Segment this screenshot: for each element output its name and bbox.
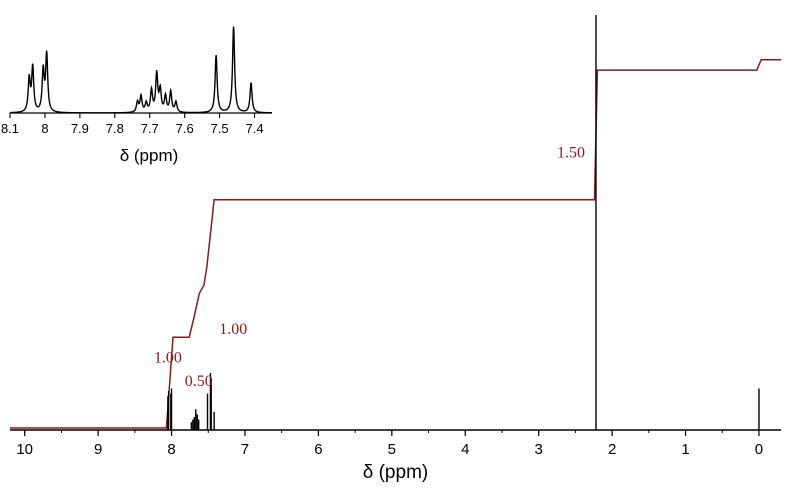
integral-value-label: 1.00 (219, 321, 247, 338)
integral-value-label: 1.00 (154, 350, 182, 367)
integral-value-label: 1.50 (557, 145, 585, 162)
main-tick-label: 5 (388, 441, 396, 458)
inset-tick-label: 7.6 (176, 121, 194, 136)
main-tick-label: 0 (755, 441, 763, 458)
main-tick-label: 1 (681, 441, 689, 458)
main-tick-label: 7 (241, 441, 249, 458)
inset-tick-label: 7.9 (71, 121, 89, 136)
inset-tick-label: 8 (41, 121, 48, 136)
integral-line (10, 58, 781, 429)
inset-spectrum (9, 26, 272, 114)
main-tick-label: 9 (94, 441, 102, 458)
integral-curve (10, 58, 781, 429)
integral-value-label: 0.50 (185, 373, 213, 390)
inset-tick-label: 7.8 (106, 121, 124, 136)
main-tick-label: 6 (314, 441, 322, 458)
inset-spectrum-trace (9, 26, 272, 114)
main-x-axis: 10 9 8 7 6 5 4 3 2 1 0 (10, 429, 781, 458)
main-tick-label: 3 (535, 441, 543, 458)
integral-annotations: 1.000.501.001.50 (154, 145, 585, 390)
main-tick-label: 8 (167, 441, 175, 458)
inset-x-axis-title: δ (ppm) (120, 146, 179, 165)
inset-tick-label: 7.5 (211, 121, 229, 136)
main-tick-label: 10 (16, 441, 33, 458)
main-x-axis-title: δ (ppm) (363, 462, 428, 483)
inset-tick-label: 8.1 (1, 121, 19, 136)
main-spectrum (167, 15, 760, 430)
main-tick-label: 4 (461, 441, 469, 458)
inset-tick-label: 7.4 (245, 121, 263, 136)
inset-tick-label: 7.7 (141, 121, 159, 136)
inset-x-axis: 8.1 8 7.9 7.8 7.7 7.6 7.5 7.4 (1, 112, 272, 136)
main-tick-label: 2 (608, 441, 616, 458)
